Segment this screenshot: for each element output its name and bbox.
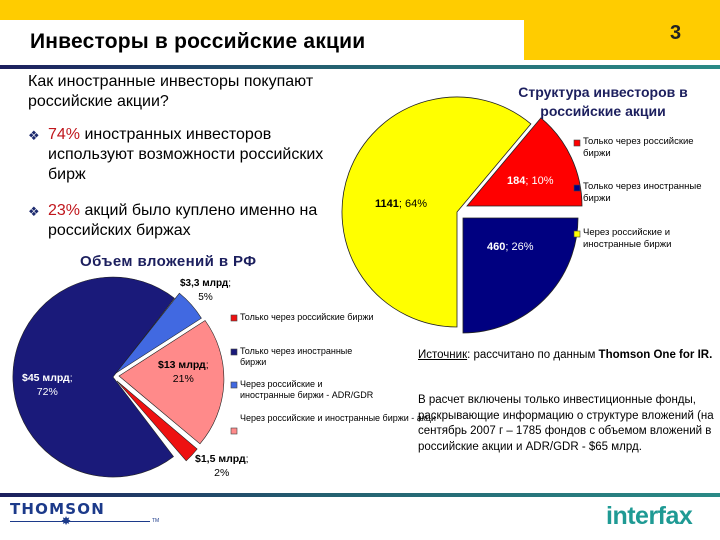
data-label-red: 184; 10% — [507, 175, 554, 187]
legend-item: Только через российские биржи — [583, 136, 694, 159]
slice-red-russian-only — [116, 380, 198, 462]
bullet-text: 23% акций было куплено именно на российс… — [28, 201, 358, 241]
page-number: 3 — [670, 22, 682, 44]
data-label-navy: 460; 26% — [487, 241, 534, 253]
legend-item: Через российские и иностранные биржи — [583, 227, 672, 250]
bullet-percent: 74% — [48, 126, 81, 143]
legend-item: Через российские и иностранные биржи - а… — [240, 413, 436, 423]
source-note: Источник: рассчитано по данным Thomson O… — [418, 348, 718, 363]
right-pie — [341, 96, 583, 334]
star-icon: ✸ — [61, 514, 72, 528]
diamond-bullet-icon: ❖ — [28, 128, 40, 143]
thomson-wordmark: THOMSON — [10, 500, 105, 518]
slice-pink-shares — [118, 320, 225, 445]
methodology-note: В расчет включены только инвестиционные … — [418, 394, 714, 453]
source-text: : рассчитано по данным — [467, 349, 599, 361]
slide-title: Инвесторы в российские акции — [30, 30, 366, 53]
left-chart-title: Объем вложений в РФ — [80, 253, 257, 270]
legend-item: Только через российские биржи — [240, 312, 374, 322]
page-number-box — [524, 0, 720, 60]
right-legend-swatches — [573, 139, 581, 238]
footer-divider — [0, 493, 720, 497]
header-divider — [0, 65, 720, 69]
legend-item: Только через иностранные биржи — [240, 346, 353, 367]
left-legend: Только через российские биржи Только чер… — [240, 312, 436, 424]
data-label-navy: $45 млрд; 72% — [22, 372, 73, 398]
data-label-yellow: 1141; 64% — [375, 198, 428, 210]
left-pie — [12, 276, 225, 478]
slice-red-russian-only — [466, 117, 583, 207]
diamond-bullet-icon: ❖ — [28, 204, 40, 219]
source-label: Источник — [418, 349, 468, 361]
thomson-line — [10, 521, 150, 522]
bullet-item: ❖ 23% акций было куплено именно на росси… — [28, 201, 358, 241]
bullet-body: акций было куплено именно на российских … — [48, 202, 318, 239]
bullet-body: иностранных инвесторов используют возмож… — [48, 126, 324, 183]
left-legend-swatches — [230, 314, 238, 435]
source-name: Thomson One for IR. — [598, 349, 713, 361]
trademark-mark: TM — [152, 518, 160, 524]
slice-navy-foreign-only — [462, 217, 579, 334]
thomson-logo: THOMSON ✸ TM — [10, 500, 160, 530]
interfax-logo: interfax — [606, 502, 693, 530]
right-legend: Только через российские биржи Только чер… — [583, 136, 718, 251]
data-label-blue: $3,3 млрд; 5% — [180, 278, 231, 303]
right-chart-title: Структура инвесторов в российские акции — [518, 84, 688, 119]
legend-item: Через российские и иностранные биржи - A… — [240, 379, 374, 400]
slice-navy-foreign-only — [12, 276, 175, 478]
bullet-percent: 23% — [48, 202, 81, 219]
data-label-pink: $13 млрд; 21% — [158, 359, 209, 385]
data-label-red: $1,5 млрд; 2% — [195, 453, 249, 479]
bullet-text: 74% иностранных инвесторов используют во… — [28, 125, 358, 185]
intro-question: Как иностранные инвесторы покупают росси… — [28, 73, 314, 110]
legend-item: Только через иностранные биржи — [583, 181, 702, 204]
slice-blue-adr-gdr — [115, 292, 202, 374]
slice-yellow-both-exchanges — [341, 96, 532, 328]
bullet-item: ❖ 74% иностранных инвесторов используют … — [28, 125, 358, 185]
